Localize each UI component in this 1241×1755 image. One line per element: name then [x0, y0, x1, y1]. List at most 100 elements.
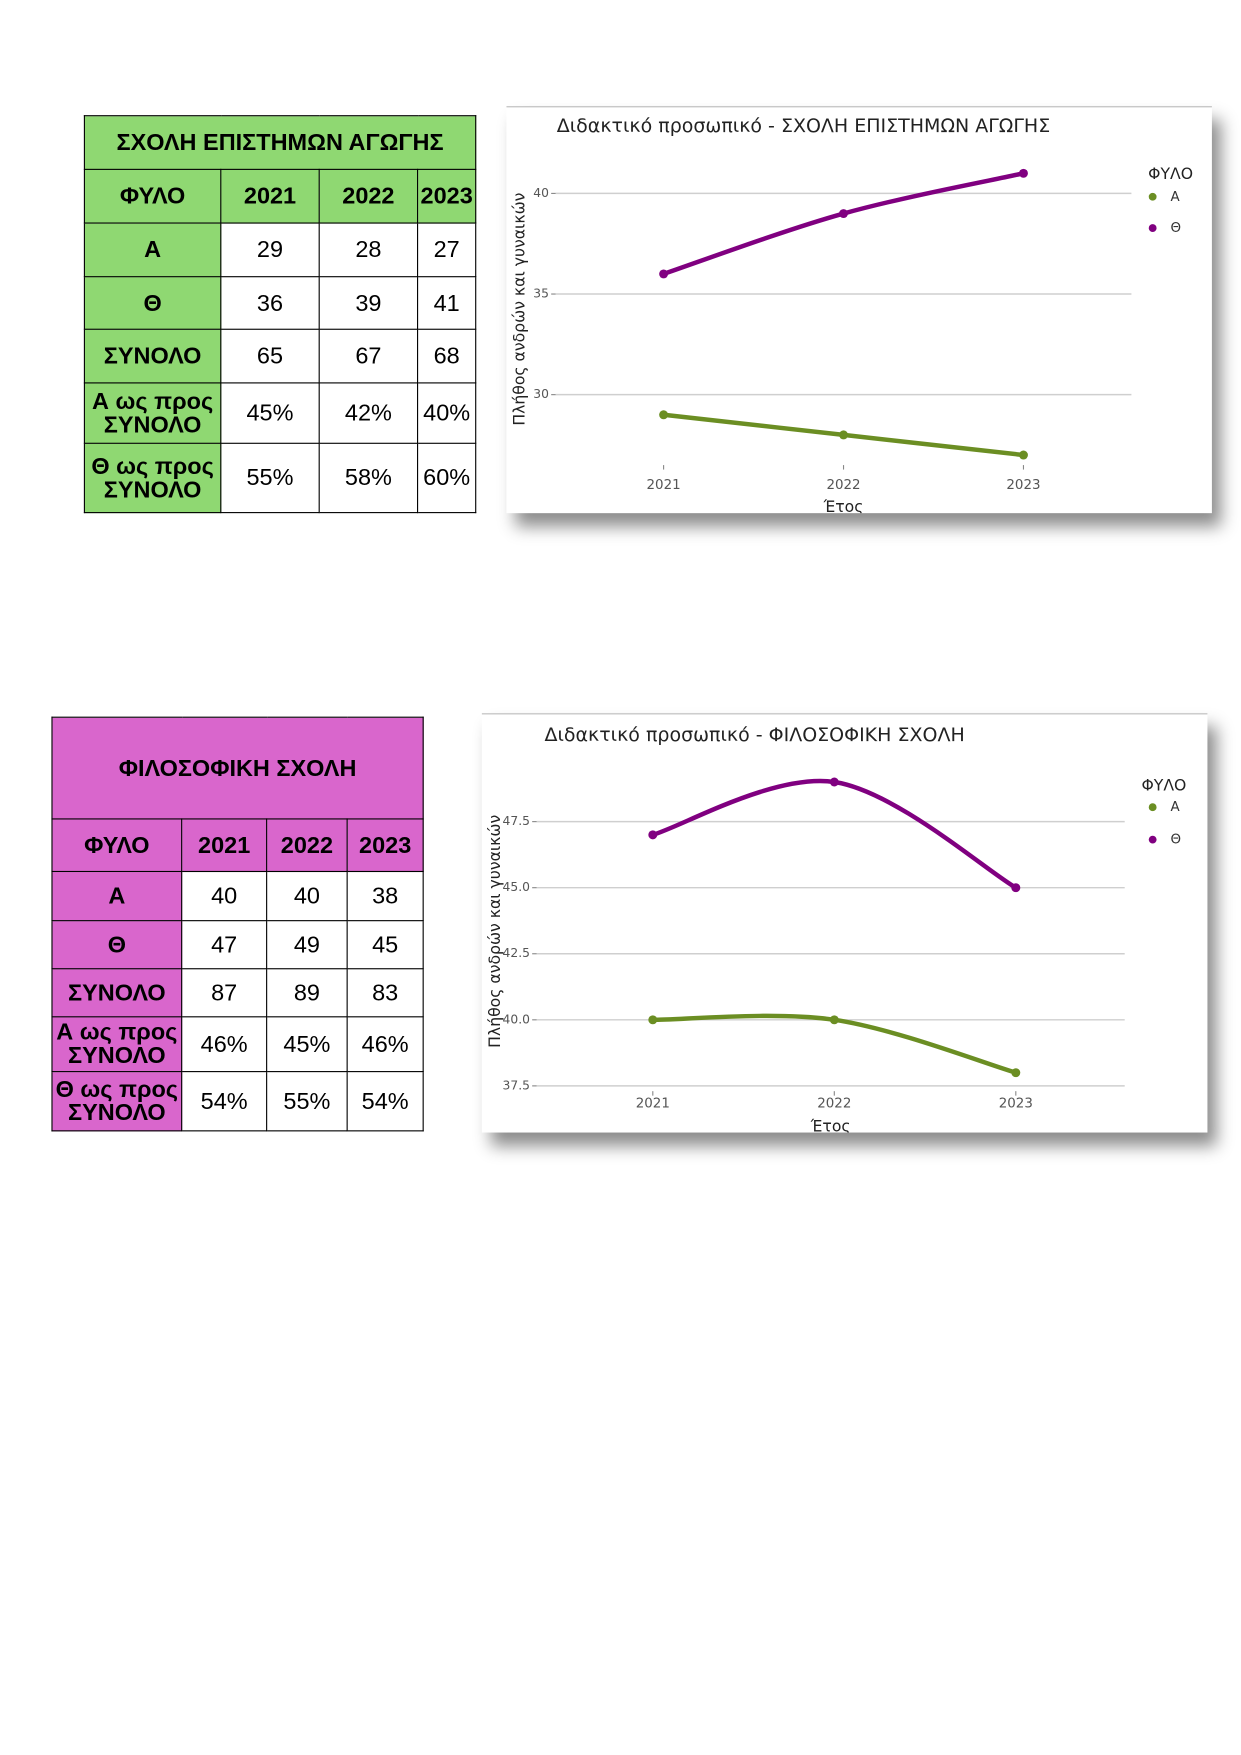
header-cell: 2023	[346, 818, 424, 873]
legend-label: Α	[1171, 800, 1181, 815]
cell: 67	[318, 328, 419, 384]
row-header: Θ ως προς ΣΥΝΟΛΟ	[83, 442, 222, 514]
legend-label: Θ	[1171, 833, 1182, 848]
cell: 46%	[346, 1016, 424, 1073]
data-point	[829, 1015, 839, 1025]
cell: 39	[318, 276, 419, 330]
row-header: Θ	[51, 920, 183, 970]
y-tick-label: 35	[533, 287, 549, 301]
data-point	[659, 410, 669, 420]
row-header: Α ως προς ΣΥΝΟΛΟ	[51, 1016, 183, 1073]
header-cell: 2022	[266, 818, 348, 873]
data-point	[659, 269, 669, 279]
series-line	[650, 778, 1019, 890]
chart-title: Διδακτικό προσωπικό - ΦΙΛΟΣΟΦΙΚΗ ΣΧΟΛΗ	[544, 724, 964, 746]
row-header: Α ως προς ΣΥΝΟΛΟ	[83, 382, 222, 444]
cell: 83	[346, 968, 424, 1018]
legend-label: Α	[1171, 190, 1181, 205]
cell: 40%	[417, 382, 477, 444]
cell: 54%	[346, 1071, 424, 1132]
cell: 49	[266, 920, 348, 970]
cell: 27	[417, 222, 477, 278]
cell: 40	[181, 870, 268, 922]
legend-swatch	[1148, 835, 1157, 844]
row-header: Θ	[83, 276, 222, 330]
series-line	[661, 171, 1026, 277]
legend-label: Θ	[1171, 221, 1182, 236]
x-axis-label: Έτος	[810, 1116, 851, 1132]
cell: 38	[346, 870, 424, 922]
row-header: ΣΥΝΟΛΟ	[83, 328, 222, 384]
table-title: ΦΙΛΟΣΟΦΙΚΗ ΣΧΟΛΗ	[51, 716, 424, 820]
x-tick-label: 2023	[999, 1096, 1033, 1111]
y-axis-label: Πλήθος ανδρών και γυναικών	[485, 815, 504, 1048]
y-tick-label: 40.0	[503, 1012, 530, 1026]
x-tick-label: 2022	[826, 478, 860, 493]
row-header: Α	[83, 222, 222, 278]
header-cell: 2022	[318, 168, 419, 224]
header-cell: ΦΥΛΟ	[83, 168, 222, 224]
chart: Διδακτικό προσωπικό - ΣΧΟΛΗ ΕΠΙΣΤΗΜΩΝ ΑΓ…	[506, 106, 1212, 514]
y-tick-label: 47.5	[503, 814, 530, 828]
y-tick-label: 45.0	[503, 880, 530, 894]
data-table: ΣΧΟΛΗ ΕΠΙΣΤΗΜΩΝ ΑΓΩΓΗΣ ΦΥΛΟ 2021 2022 2023 Α 2…	[83, 115, 477, 514]
x-tick-label: 2021	[647, 478, 681, 493]
x-tick-label: 2023	[1006, 478, 1040, 493]
y-axis-label: Πλήθος ανδρών και γυναικών	[509, 193, 528, 426]
x-tick-label: 2021	[636, 1096, 670, 1111]
cell: 36	[220, 276, 320, 330]
row-header: Α	[51, 870, 183, 922]
y-tick-label: 42.5	[503, 946, 530, 960]
header-cell: 2023	[417, 168, 477, 224]
table-title: ΣΧΟΛΗ ΕΠΙΣΤΗΜΩΝ ΑΓΩΓΗΣ	[83, 115, 477, 170]
legend-swatch	[1148, 224, 1157, 232]
data-point	[839, 430, 849, 440]
cell: 28	[318, 222, 419, 278]
chart-title: Διδακτικό προσωπικό - ΣΧΟΛΗ ΕΠΙΣΤΗΜΩΝ ΑΓ…	[557, 115, 1050, 137]
row-header: Θ ως προς ΣΥΝΟΛΟ	[51, 1071, 183, 1132]
data-point	[648, 830, 658, 840]
cell: 60%	[417, 442, 477, 514]
cell: 58%	[318, 442, 419, 514]
legend-title: ΦΥΛΟ	[1148, 164, 1193, 183]
header-cell: ΦΥΛΟ	[51, 818, 183, 873]
y-tick-label: 40	[533, 186, 549, 200]
cell: 89	[266, 968, 348, 1018]
cell: 46%	[181, 1016, 268, 1073]
data-point	[1018, 450, 1028, 460]
data-point	[839, 209, 849, 219]
data-table: ΦΙΛΟΣΟΦΙΚΗ ΣΧΟΛΗ ΦΥΛΟ 2021 2022 2023 Α 40 40 38 Θ…	[51, 716, 424, 1132]
cell: 54%	[181, 1071, 268, 1132]
y-tick-label: 37.5	[503, 1078, 530, 1092]
legend-swatch	[1148, 192, 1157, 201]
y-tick-label: 30	[533, 387, 549, 401]
data-point	[1011, 1068, 1021, 1078]
x-axis-label: Έτος	[823, 497, 864, 513]
chart: Διδακτικό προσωπικό - ΦΙΛΟΣΟΦΙΚΗ ΣΧΟΛΗ 37…	[481, 713, 1208, 1133]
cell: 87	[181, 968, 268, 1018]
cell: 65	[220, 328, 320, 384]
cell: 29	[220, 222, 320, 278]
legend-title: ΦΥΛΟ	[1141, 775, 1186, 794]
cell: 41	[417, 276, 477, 330]
cell: 42%	[318, 382, 419, 444]
cell: 68	[417, 328, 477, 384]
legend-swatch	[1148, 803, 1157, 812]
row-header: ΣΥΝΟΛΟ	[51, 968, 183, 1018]
data-point	[648, 1015, 658, 1025]
data-point	[1011, 883, 1021, 893]
data-point	[1018, 168, 1028, 178]
header-cell: 2021	[220, 168, 320, 224]
data-point	[829, 777, 839, 787]
x-tick-label: 2022	[817, 1096, 851, 1111]
cell: 55%	[266, 1071, 348, 1132]
cell: 45%	[220, 382, 320, 444]
series-line	[650, 1013, 1019, 1075]
header-cell: 2021	[181, 818, 268, 873]
cell: 47	[181, 920, 268, 970]
cell: 45%	[266, 1016, 348, 1073]
cell: 40	[266, 870, 348, 922]
cell: 55%	[220, 442, 320, 514]
